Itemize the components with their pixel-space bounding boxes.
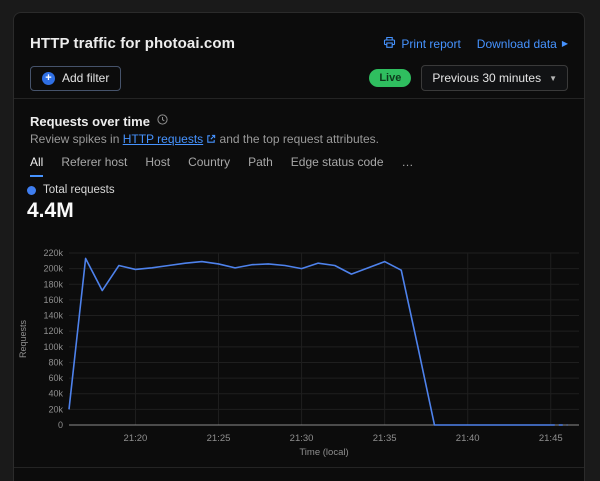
plus-icon: + — [42, 71, 55, 85]
download-data-link[interactable]: Download data ▶ — [476, 36, 568, 51]
tab-all[interactable]: All — [30, 155, 44, 177]
print-report-link[interactable]: Print report — [383, 36, 461, 52]
svg-text:Requests: Requests — [18, 319, 28, 358]
svg-text:140k: 140k — [43, 311, 63, 321]
svg-text:180k: 180k — [43, 279, 63, 289]
tab-path[interactable]: Path — [248, 155, 273, 169]
analytics-card: HTTP traffic for photoai.com Print repor… — [13, 12, 585, 481]
filter-row: + Add filter Live Previous 30 minutes ▼ — [30, 65, 568, 91]
tab-host[interactable]: Host — [145, 155, 171, 169]
section-subtitle: Review spikes in HTTP requests and the t… — [30, 132, 379, 147]
svg-text:20k: 20k — [48, 404, 63, 414]
svg-text:100k: 100k — [43, 342, 63, 352]
svg-text:21:25: 21:25 — [207, 433, 231, 444]
external-link-icon — [206, 133, 216, 147]
svg-text:21:20: 21:20 — [124, 433, 148, 444]
svg-text:200k: 200k — [43, 264, 63, 274]
tab-edge-status-code[interactable]: Edge status code — [290, 155, 384, 169]
total-requests-value: 4.4M — [27, 199, 74, 222]
tab-referer-host[interactable]: Referer host — [61, 155, 128, 169]
legend-total-requests[interactable]: Total requests — [27, 184, 115, 196]
svg-text:40k: 40k — [48, 389, 63, 399]
svg-text:21:35: 21:35 — [373, 433, 397, 444]
card-header: HTTP traffic for photoai.com Print repor… — [30, 35, 568, 52]
tab-country[interactable]: Country — [188, 155, 231, 169]
svg-text:220k: 220k — [43, 248, 63, 258]
svg-text:21:40: 21:40 — [456, 433, 480, 444]
printer-icon — [383, 36, 396, 52]
http-requests-link[interactable]: HTTP requests — [122, 132, 204, 146]
add-filter-button[interactable]: + Add filter — [30, 65, 122, 91]
svg-text:80k: 80k — [48, 357, 63, 367]
svg-text:160k: 160k — [43, 295, 63, 305]
svg-text:60k: 60k — [48, 373, 63, 383]
live-badge: Live — [369, 69, 412, 87]
divider — [14, 98, 584, 99]
section-title: Requests over time — [30, 113, 150, 129]
attribute-tabs: All Referer host Host Country Path Edge … — [30, 155, 414, 177]
page-title: HTTP traffic for photoai.com — [30, 35, 236, 52]
svg-text:0: 0 — [58, 420, 63, 430]
tab-more[interactable]: … — [401, 155, 414, 169]
chevron-down-icon: ▼ — [549, 73, 557, 83]
svg-text:Time (local): Time (local) — [299, 447, 348, 458]
requests-over-time-chart[interactable]: 0 20k 40k 60k 80k 100k 120k 140k 160k 180k 200k 220… — [14, 247, 584, 459]
time-period-clock-icon[interactable] — [157, 112, 168, 130]
header-actions: Print report Download data ▶ — [383, 36, 568, 52]
expand-triangle-icon: ▶ — [561, 38, 568, 48]
svg-text:21:45: 21:45 — [539, 433, 563, 444]
time-controls: Live Previous 30 minutes ▼ — [369, 65, 568, 91]
time-range-dropdown[interactable]: Previous 30 minutes ▼ — [421, 65, 568, 91]
svg-text:21:30: 21:30 — [290, 433, 314, 444]
series-dot-icon — [27, 185, 36, 195]
divider — [14, 467, 584, 468]
svg-text:120k: 120k — [43, 326, 63, 336]
